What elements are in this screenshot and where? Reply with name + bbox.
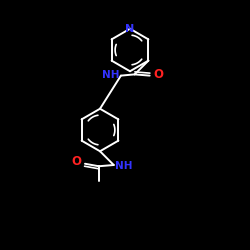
- Text: O: O: [154, 68, 164, 81]
- Text: O: O: [71, 155, 81, 168]
- Text: N: N: [126, 24, 134, 34]
- Text: NH: NH: [102, 70, 120, 80]
- Text: NH: NH: [115, 161, 132, 171]
